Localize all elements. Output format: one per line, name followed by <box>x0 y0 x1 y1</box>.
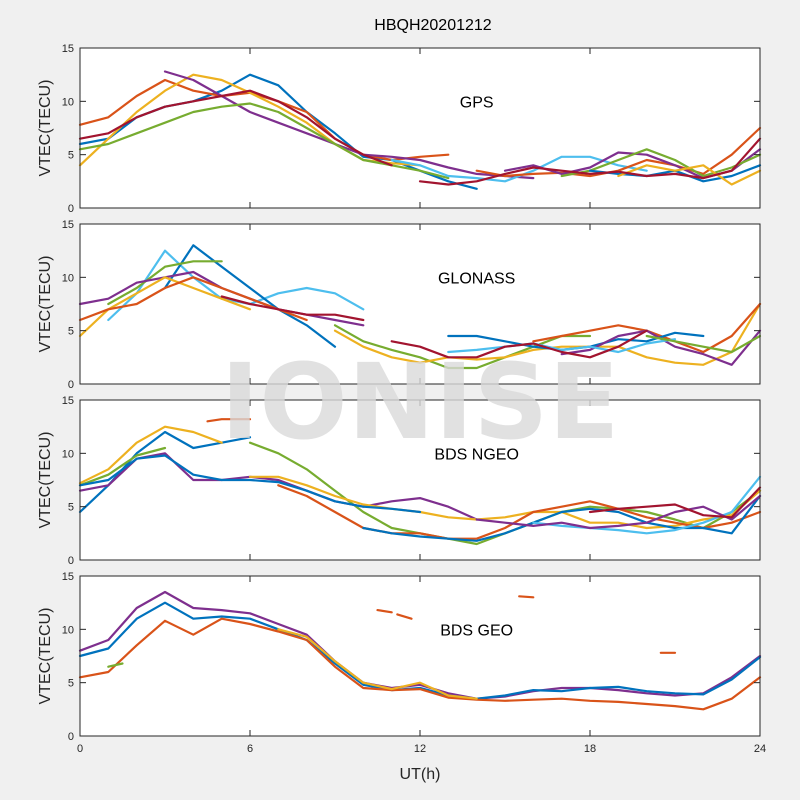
series-line-13 <box>78 454 422 514</box>
axes-panel-1: 0 5 10 15 VTEC(TECU) GPS <box>37 43 762 215</box>
series-line-11 <box>588 486 762 519</box>
y-tick-label: 10 <box>62 624 74 636</box>
axes-panel-3: 0 5 10 15 VTEC(TECU) BDS NGEO <box>37 395 762 567</box>
series-line-15 <box>645 334 762 354</box>
series-line-8 <box>362 494 762 542</box>
y-tick-label: 5 <box>68 502 74 514</box>
axes-panel-2: 0 5 10 15 VTEC(TECU) GLONASS <box>37 219 762 391</box>
y-tick-label: 15 <box>62 395 74 407</box>
y-tick-label: 15 <box>62 571 74 583</box>
series-line-7 <box>277 484 762 540</box>
plot-area <box>80 48 760 208</box>
x-tick-label: 0 <box>77 743 83 755</box>
x-tick-label: 18 <box>584 743 596 755</box>
y-tick-label: 0 <box>68 379 74 391</box>
series-line-6 <box>248 475 762 530</box>
series-line-4 <box>163 70 535 180</box>
figure-title: HBQH20201212 <box>374 17 492 34</box>
series-group <box>78 70 762 190</box>
series-group <box>78 590 762 711</box>
series-line-8 <box>333 324 592 370</box>
y-tick-label: 10 <box>62 96 74 108</box>
x-tick-label: 24 <box>754 743 766 755</box>
x-axis-label: UT(h) <box>400 766 441 783</box>
series-line-2 <box>163 244 337 348</box>
y-tick-label: 0 <box>68 203 74 215</box>
y-axis-label: VTEC(TECU) <box>37 80 54 177</box>
watermark: IONISE <box>221 341 620 463</box>
system-annotation: GLONASS <box>438 270 515 287</box>
system-annotation: BDS NGEO <box>434 446 518 463</box>
y-axis-label: VTEC(TECU) <box>37 432 54 529</box>
y-axis-label: VTEC(TECU) <box>37 256 54 353</box>
series-line-10 <box>475 494 762 530</box>
plot-area <box>80 576 760 736</box>
series-line-13 <box>418 137 762 186</box>
y-tick-label: 5 <box>68 326 74 338</box>
series-group <box>78 418 762 546</box>
series-line-3 <box>107 260 223 306</box>
series-line-4 <box>277 628 478 700</box>
y-tick-label: 0 <box>68 731 74 743</box>
series-line-7 <box>78 89 393 167</box>
y-tick-label: 15 <box>62 43 74 55</box>
series-line-6 <box>78 276 308 322</box>
series-line-9 <box>376 609 393 614</box>
series-line-3 <box>78 617 762 711</box>
system-annotation: BDS GEO <box>440 622 513 639</box>
y-tick-label: 15 <box>62 219 74 231</box>
series-line-5 <box>107 662 124 668</box>
y-tick-label: 10 <box>62 272 74 284</box>
axes-panel-4: 0 5 10 15 0 6 12 18 24 VTEC(TECU) BDS GEO <box>37 571 766 755</box>
series-line-12 <box>78 446 167 487</box>
series-line-1 <box>78 590 762 700</box>
series-line-3 <box>206 418 252 423</box>
series-line-12 <box>617 164 762 186</box>
series-line-10 <box>560 148 762 178</box>
series-line-14 <box>390 329 648 359</box>
y-tick-label: 10 <box>62 448 74 460</box>
series-line-6 <box>396 613 413 620</box>
series-line-7 <box>518 595 535 599</box>
x-tick-label: 6 <box>247 743 253 755</box>
series-group <box>78 244 762 370</box>
series-line-13 <box>447 338 677 354</box>
y-tick-label: 5 <box>68 678 74 690</box>
series-line-7 <box>220 295 365 322</box>
system-annotation: GPS <box>460 94 494 111</box>
series-line-2 <box>78 425 223 485</box>
x-tick-label: 12 <box>414 743 426 755</box>
y-tick-label: 0 <box>68 555 74 567</box>
y-tick-label: 5 <box>68 150 74 162</box>
axes-container: 0 5 10 15 VTEC(TECU) GPS 0 5 10 15 VTEC(TECU) GLONA… <box>37 43 766 755</box>
y-axis-label: VTEC(TECU) <box>37 608 54 705</box>
